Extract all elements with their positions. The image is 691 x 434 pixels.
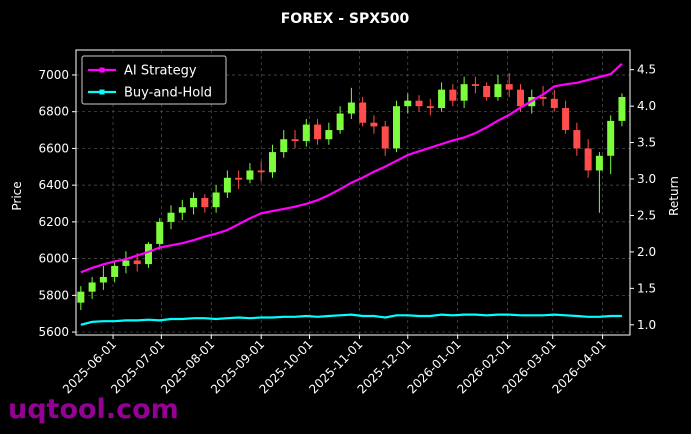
candle-body	[392, 106, 400, 149]
y2-axis-label: Return	[667, 176, 681, 216]
candle-body	[336, 113, 344, 131]
candle-body	[483, 85, 491, 98]
chart-title: FOREX - SPX500	[281, 11, 410, 27]
candle-body	[359, 102, 367, 123]
plot-frame	[75, 49, 631, 336]
candle-body	[426, 106, 434, 109]
candle-body	[415, 100, 423, 107]
y-tick-label: 6600	[38, 141, 69, 155]
candle-body	[291, 139, 299, 142]
y2-tick-label: 4.0	[637, 99, 656, 113]
candle-body	[268, 152, 276, 173]
y-axis-label: Price	[10, 181, 24, 210]
candle-body	[562, 108, 570, 131]
y-tick-label: 5800	[38, 288, 69, 302]
candle-body	[618, 97, 626, 121]
legend-marker	[99, 67, 105, 73]
candle-body	[404, 100, 412, 107]
candle-body	[246, 170, 254, 180]
y2-tick-label: 1.0	[637, 318, 656, 332]
candle-body	[505, 84, 513, 90]
legend-marker	[99, 89, 105, 95]
series-line	[80, 62, 623, 274]
candle-body	[257, 170, 265, 173]
candle-body	[88, 282, 96, 292]
candle-body	[178, 207, 186, 213]
candle-body	[573, 130, 581, 149]
candle-body	[201, 198, 209, 208]
candle-body	[144, 243, 152, 265]
y2-tick-label: 4.5	[637, 63, 656, 77]
candle-body	[212, 192, 220, 208]
candle-body	[190, 198, 198, 208]
candle-body	[325, 130, 333, 140]
candle-body	[381, 126, 389, 149]
candle-body	[235, 177, 243, 180]
candle-body	[280, 139, 288, 153]
y-tick-label: 7000	[38, 68, 69, 82]
legend-label: Buy-and-Hold	[124, 86, 212, 101]
candle-body	[471, 84, 479, 86]
candle-body	[595, 155, 603, 171]
legend-box	[81, 55, 227, 105]
legend: AI Strategy Buy-and-Hold	[81, 55, 227, 105]
y2-tick-label: 3.0	[637, 172, 656, 186]
candle-body	[223, 177, 231, 193]
y-tick-label: 5600	[38, 325, 69, 339]
candle-body	[438, 89, 446, 109]
candle-body	[607, 120, 615, 156]
candle-body	[122, 260, 130, 266]
candle-body	[584, 148, 592, 171]
candle-body	[167, 212, 175, 222]
candle-body	[77, 291, 85, 303]
candle-body	[460, 84, 468, 101]
candle-body	[516, 89, 524, 107]
candle-body	[550, 98, 558, 109]
candle-body	[314, 124, 322, 140]
y2-tick-label: 2.0	[637, 245, 656, 259]
candle-body	[347, 102, 355, 114]
y2-tick-label: 1.5	[637, 281, 656, 295]
candle-body	[111, 265, 119, 277]
candle-body	[302, 124, 310, 142]
candle-body	[133, 260, 141, 265]
candle-body	[449, 89, 457, 101]
candle-body	[156, 221, 164, 244]
candle-body	[370, 122, 378, 127]
y-tick-label: 6400	[38, 178, 69, 192]
watermark: uqtool.com	[8, 394, 179, 425]
candle-body	[99, 276, 107, 283]
candle-body	[539, 97, 547, 99]
candle-body	[494, 84, 502, 98]
y2-tick-label: 3.5	[637, 136, 656, 150]
legend-label: AI Strategy	[124, 64, 197, 79]
y-tick-label: 6000	[38, 252, 69, 266]
series-line	[80, 313, 622, 326]
x-tick-label: 2026-04-01	[550, 337, 609, 396]
y-tick-label: 6800	[38, 105, 69, 119]
y-tick-label: 6200	[38, 215, 69, 229]
y2-tick-label: 2.5	[637, 208, 656, 222]
